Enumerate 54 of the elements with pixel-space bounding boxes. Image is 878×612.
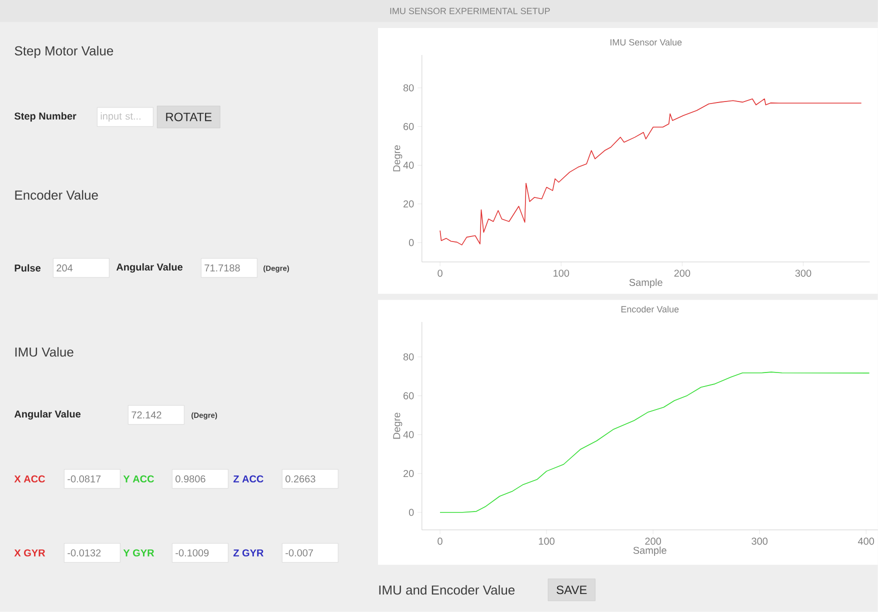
text: X ACC: [14, 475, 46, 482]
x-tick-label: 200: [674, 270, 690, 277]
y-tick-label: 0: [408, 508, 414, 516]
text: -0.0132: [68, 549, 101, 556]
text: Angular Value: [116, 263, 183, 273]
y-axis-title: Degre: [393, 412, 402, 439]
y-tick-label: 20: [404, 200, 414, 208]
y-tick-label: 40: [403, 162, 414, 169]
y-tick-label: 40: [403, 431, 414, 438]
text: Step Number: [14, 112, 76, 122]
text: SAVE: [556, 586, 587, 594]
x-axis-title: Sample: [633, 546, 666, 556]
text: Z ACC: [233, 475, 264, 482]
text: Step Motor Value: [14, 46, 114, 58]
y-tick-label: 0: [408, 239, 414, 246]
text: 0.2663: [286, 475, 316, 482]
text: -0.007: [286, 549, 313, 556]
y-tick-label: 20: [404, 470, 414, 478]
text: Y GYR: [123, 549, 154, 556]
y-tick-label: 80: [403, 84, 414, 92]
line-series: [440, 98, 862, 246]
text: Angular Value: [14, 410, 81, 420]
x-tick-label: 100: [554, 270, 570, 277]
text: input st...: [100, 112, 140, 122]
x-tick-label: 300: [795, 270, 812, 277]
text: Pulse: [14, 264, 41, 272]
text: Encoder Value: [15, 190, 98, 200]
x-axis-title: Sample: [629, 278, 662, 288]
x-tick-label: 0: [438, 538, 442, 545]
text: Z GYR: [233, 549, 264, 556]
y-axis-title: Degre: [393, 145, 402, 172]
text: 71.7188: [204, 264, 240, 272]
text: 0.9806: [176, 475, 206, 482]
x-tick-label: 100: [538, 538, 554, 545]
chart-title: Encoder Value: [621, 306, 679, 313]
text: Y ACC: [123, 475, 154, 482]
text: IMU and Encoder Value: [379, 585, 515, 595]
text: -0.1009: [176, 549, 209, 556]
text: 72.142: [132, 411, 162, 418]
y-tick-label: 60: [404, 123, 414, 130]
x-tick-label: 300: [752, 538, 768, 545]
line-series: [440, 372, 870, 513]
x-tick-label: 0: [438, 270, 442, 277]
x-tick-label: 400: [858, 538, 874, 545]
chart-title: IMU Sensor Value: [610, 38, 682, 46]
text: -0.0817: [68, 475, 101, 482]
text: IMU Value: [15, 347, 74, 357]
x-tick-label: 200: [645, 538, 661, 545]
text: 204: [56, 264, 73, 272]
text: IMU SENSOR EXPERIMENTAL SETUP: [390, 8, 550, 14]
y-tick-label: 60: [404, 392, 414, 400]
text: ROTATE: [166, 112, 212, 122]
y-tick-label: 80: [403, 353, 414, 361]
text: X GYR: [14, 549, 46, 556]
